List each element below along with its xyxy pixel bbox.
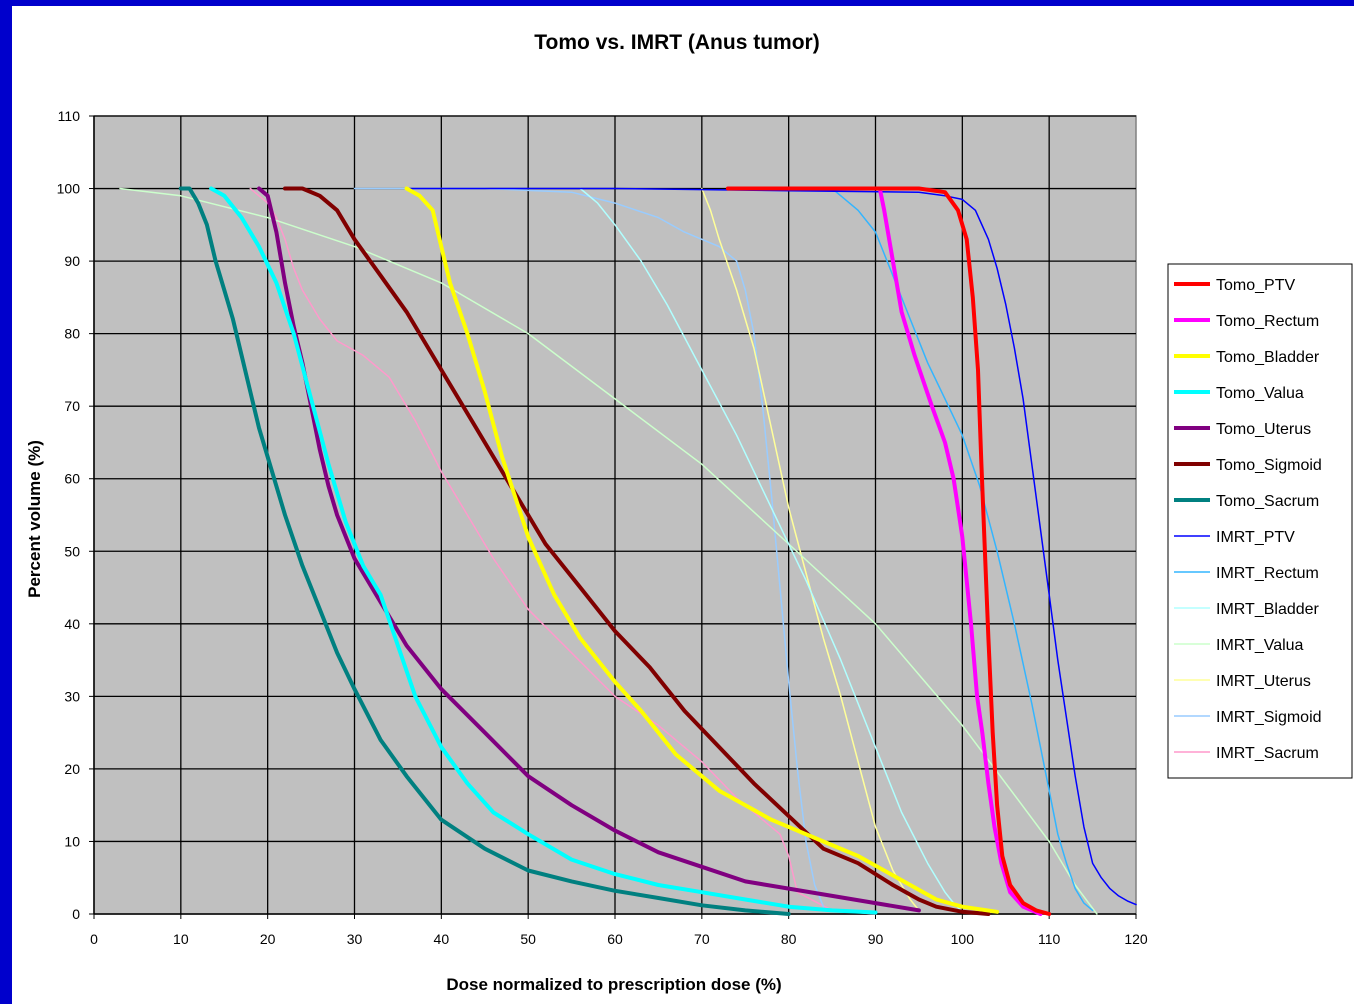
series-line-tomo-ptv [725, 186, 1052, 916]
legend-label: Tomo_Sacrum [1216, 493, 1319, 510]
x-tick-label: 120 [1124, 931, 1148, 947]
series-line-tomo-valua [209, 186, 878, 915]
x-tick-label: 110 [1038, 931, 1061, 947]
x-tick-label: 30 [347, 931, 363, 947]
y-tick-label: 100 [57, 181, 81, 197]
legend-label: IMRT_Bladder [1216, 601, 1320, 618]
legend-label: Tomo_Sigmoid [1216, 457, 1322, 474]
series-line-imrt-rectum [831, 187, 1094, 912]
series-line-imrt-valua [119, 187, 1098, 915]
y-axis-label: Percent volume (%) [25, 440, 44, 598]
series-line-tomo-sigmoid [283, 186, 991, 916]
x-tick-label: 50 [520, 931, 536, 947]
series-line-imrt-sacrum [249, 187, 877, 915]
series-line-tomo-sacrum [178, 186, 791, 916]
x-tick-label: 80 [781, 931, 797, 947]
legend-label: Tomo_Uterus [1216, 421, 1311, 438]
grid-lines [93, 115, 1136, 915]
legend: Tomo_PTV Tomo_Rectum Tomo_Bladder Tomo_Valu… [1167, 263, 1353, 779]
y-tick-label: 70 [64, 398, 80, 414]
y-tick-label: 50 [64, 543, 80, 559]
chart-svg: Tomo vs. IMRT (Anus tumor) 0 10 20 30 40 50 60… [25, 31, 1353, 994]
x-tick-label: 20 [260, 931, 276, 947]
series-line-imrt-bladder [579, 187, 964, 913]
series-line-imrt-sigmoid [353, 187, 825, 908]
chart-frame: Tomo vs. IMRT (Anus tumor) 0 10 20 30 40 50 60… [12, 6, 1354, 1004]
series-line-tomo-rectum [877, 186, 1043, 916]
y-tick-label: 90 [64, 253, 80, 269]
legend-label: Tomo_Valua [1216, 385, 1304, 402]
series-line-tomo-bladder [404, 186, 1000, 914]
legend-label: IMRT_Sigmoid [1216, 709, 1322, 726]
y-tick-label: 0 [72, 906, 80, 922]
x-tick-label: 70 [694, 931, 710, 947]
y-tick-label: 80 [64, 326, 80, 342]
legend-label: IMRT_PTV [1216, 529, 1295, 546]
x-tick-label: 10 [173, 931, 189, 947]
x-axis-label: Dose normalized to prescription dose (%) [446, 975, 781, 994]
legend-label: Tomo_PTV [1216, 277, 1295, 294]
x-tick-label: 40 [434, 931, 450, 947]
x-tick-label: 90 [868, 931, 884, 947]
y-tick-label: 60 [64, 471, 80, 487]
y-tick-label: 20 [64, 761, 80, 777]
x-tick-label: 0 [90, 931, 98, 947]
legend-box [1167, 263, 1353, 779]
y-tick-label: 40 [64, 616, 80, 632]
y-tick-label: 10 [64, 833, 80, 849]
legend-label: IMRT_Sacrum [1216, 745, 1319, 762]
x-tick-label: 60 [607, 931, 623, 947]
series-line-imrt-ptv [405, 187, 1137, 906]
chart-title: Tomo vs. IMRT (Anus tumor) [534, 31, 819, 54]
y-tick-label: 110 [58, 108, 81, 124]
y-axis-ticks: 0 10 20 30 40 50 60 70 80 90 100 110 [57, 108, 94, 922]
x-tick-label: 100 [951, 931, 975, 947]
legend-label: Tomo_Bladder [1216, 349, 1320, 366]
legend-label: IMRT_Rectum [1216, 565, 1319, 582]
legend-label: IMRT_Uterus [1216, 673, 1311, 690]
legend-label: Tomo_Rectum [1216, 313, 1319, 330]
series-line-tomo-uterus [257, 186, 921, 913]
y-tick-label: 30 [64, 688, 80, 704]
series-lines [119, 186, 1137, 916]
series-line-imrt-uterus [701, 187, 920, 912]
x-axis-ticks: 0 10 20 30 40 50 60 70 80 90 100 110 120 [90, 914, 1148, 947]
legend-label: IMRT_Valua [1216, 637, 1304, 654]
